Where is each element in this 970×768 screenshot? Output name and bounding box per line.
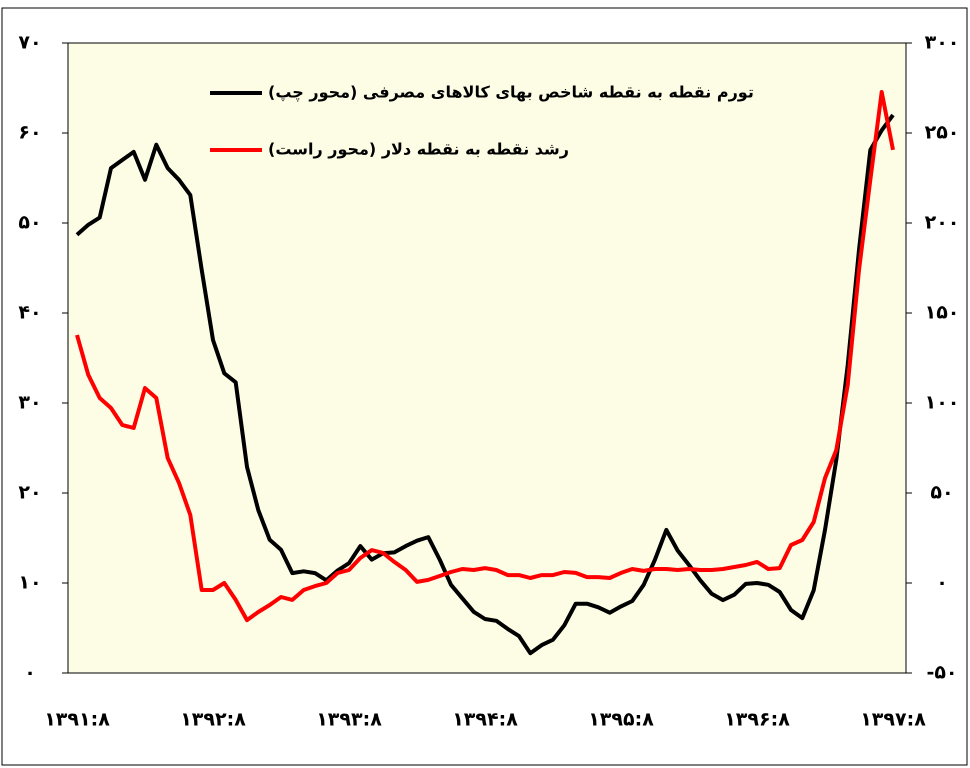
y-tick-label: ۲۰: [18, 482, 41, 504]
y-tick-label: ۵۰: [18, 212, 41, 234]
y-tick-label: ۷۰: [18, 32, 41, 54]
series-line: [75, 90, 895, 623]
x-tick-label: ۱۳۹۵:۸: [588, 709, 654, 731]
plot-area: [67, 42, 907, 674]
x-tick-label: ۱۳۹۷:۸: [860, 709, 926, 731]
y2-tick-label: ۱۰۰: [925, 392, 960, 414]
x-tick-label: ۱۳۹۲:۸: [180, 709, 246, 731]
y2-tick-label: ۲۵۰: [925, 122, 960, 144]
x-tick-label: ۱۳۹۴:۸: [452, 709, 518, 731]
x-tick-label: ۱۳۹۳:۸: [316, 709, 382, 731]
x-tick-label: ۱۳۹۱:۸: [44, 709, 110, 731]
legend-label: رشد نقطه به نقطه دلار (محور راست): [268, 140, 569, 159]
y2-tick-label: ۵۰: [930, 482, 953, 504]
y2-tick-label: ۱۵۰: [925, 302, 960, 324]
legend-label: تورم نقطه به نقطه شاخص بهای کالاهای مصرف…: [268, 83, 754, 103]
y-tick-label: ۰: [24, 662, 36, 684]
y2-tick-label: ۳۰۰: [925, 32, 960, 54]
y2-tick-label: -۵۰: [926, 662, 957, 684]
y2-tick-label: ۰: [936, 572, 948, 594]
y-tick-label: ۴۰: [18, 302, 41, 324]
y-tick-label: ۶۰: [18, 122, 41, 144]
y-tick-label: ۳۰: [18, 392, 41, 414]
y2-tick-label: ۲۰۰: [925, 212, 960, 234]
x-tick-label: ۱۳۹۶:۸: [724, 709, 790, 731]
y-tick-label: ۱۰: [18, 572, 41, 594]
series-line: [75, 113, 895, 656]
